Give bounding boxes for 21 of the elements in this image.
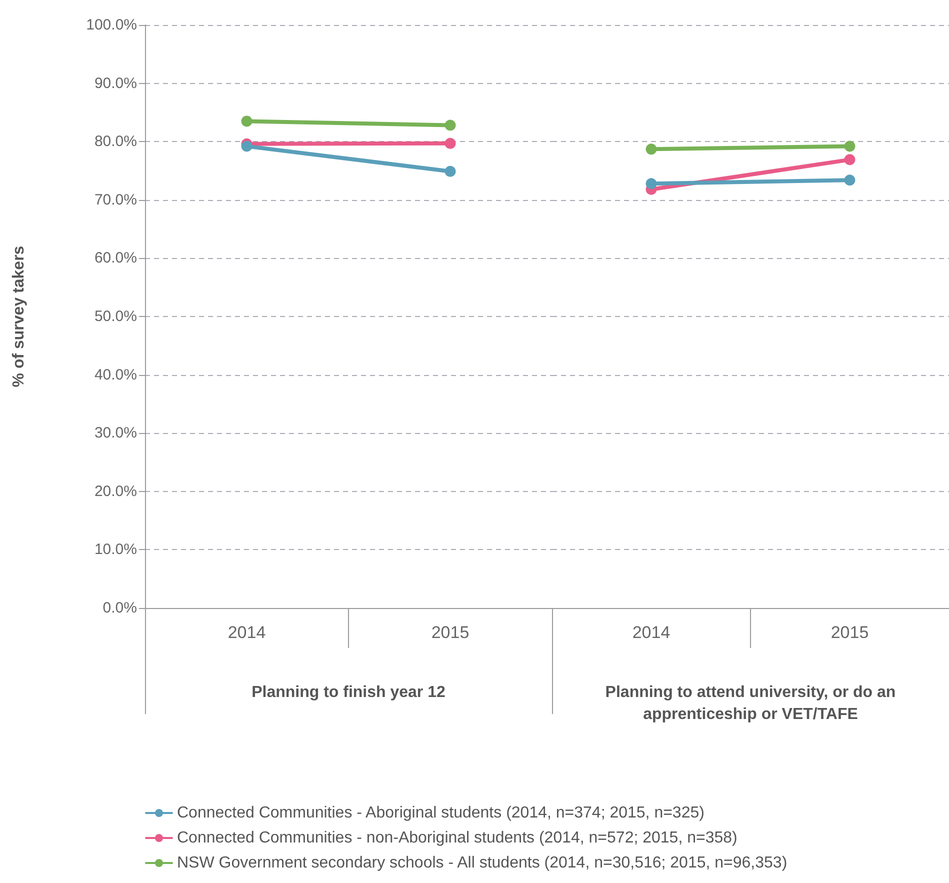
y-tick-label: 20.0% [94, 482, 137, 500]
y-tick-label: 40.0% [94, 366, 137, 384]
y-tick-label: 0.0% [102, 600, 137, 616]
x-axis-title: Planning to finish year 12 [250, 683, 446, 703]
y-tick-label: 50.0% [94, 308, 137, 325]
y-tick-label: 90.0% [94, 74, 137, 92]
y-tick-label: 30.0% [94, 424, 137, 442]
legend-label: NSW Government secondary schools - All students (2014, n=30,516; 2015, n=96,353) [177, 854, 788, 872]
legend-label: Connected Communities - non-Aboriginal students (2014, n=572; 2015, n=358) [177, 830, 738, 846]
y-tick-label: 60.0% [94, 250, 137, 267]
y-axis-title: % of survey takers [10, 246, 28, 388]
x-tick-label: 2015 [830, 623, 869, 642]
legend-label: Connected Communities - Aboriginal students (2014, n=374; 2015, n=325) [177, 804, 704, 822]
y-tick-label: 10.0% [94, 541, 137, 558]
y-tick-label: 100.0% [86, 16, 137, 34]
x-tick-label: 2015 [431, 623, 470, 642]
y-tick-label: 80.0% [94, 133, 137, 150]
x-tick-label: 2014 [228, 623, 266, 642]
x-axis-title: Planning to attend university, or do an apprenticeship or VET/TAFE [604, 683, 897, 725]
x-tick-label: 2014 [632, 623, 670, 642]
y-tick-label: 70.0% [94, 191, 137, 208]
